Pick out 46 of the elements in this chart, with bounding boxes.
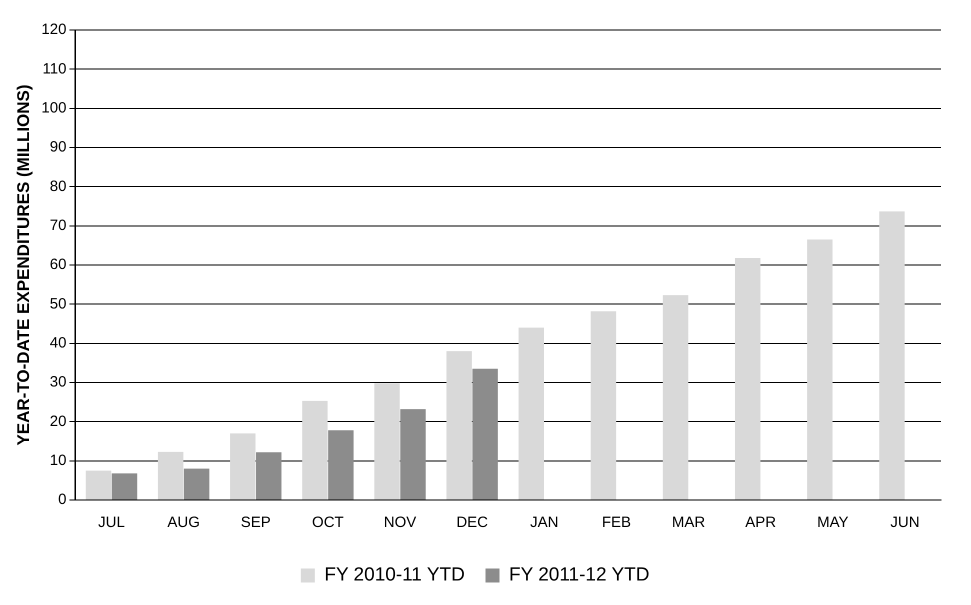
x-tick-label: JUN bbox=[890, 514, 920, 532]
y-tick-label: 80 bbox=[50, 178, 66, 195]
y-tick-label: 10 bbox=[50, 452, 66, 469]
legend-label: FY 2010-11 YTD bbox=[324, 564, 465, 586]
bar bbox=[662, 295, 688, 500]
y-tick-label: 40 bbox=[50, 334, 66, 352]
bar bbox=[879, 211, 905, 500]
bar bbox=[518, 328, 544, 500]
x-tick-label: JUL bbox=[98, 514, 125, 532]
bar bbox=[302, 400, 328, 500]
bar bbox=[86, 470, 112, 500]
y-tick-label: 120 bbox=[41, 21, 66, 38]
bar bbox=[590, 311, 616, 500]
bar bbox=[230, 433, 256, 500]
y-axis-title: YEAR-TO-DATE EXPENDITURES (MILLIONS) bbox=[14, 84, 33, 446]
x-tick-label: FEB bbox=[602, 514, 632, 532]
bar bbox=[807, 240, 833, 500]
y-tick-label: 60 bbox=[50, 256, 66, 274]
bar bbox=[400, 409, 426, 500]
y-tick-label: 70 bbox=[50, 216, 66, 234]
bar bbox=[328, 430, 354, 500]
bar bbox=[374, 383, 400, 500]
bar bbox=[184, 468, 210, 500]
x-tick-label: MAY bbox=[817, 514, 849, 532]
x-tick-label: AUG bbox=[167, 514, 200, 532]
bar bbox=[112, 473, 138, 500]
y-tick-label: 0 bbox=[58, 491, 66, 508]
x-tick-label: APR bbox=[745, 514, 776, 532]
bar bbox=[158, 452, 184, 500]
x-tick-label: MAR bbox=[672, 514, 706, 532]
y-tick-label: 100 bbox=[41, 99, 66, 116]
x-tick-label: OCT bbox=[312, 514, 344, 532]
y-tick-label: 30 bbox=[50, 374, 66, 391]
x-tick-label: JAN bbox=[530, 514, 558, 532]
x-tick-label: SEP bbox=[240, 514, 271, 532]
x-tick-label: DEC bbox=[456, 514, 488, 532]
bar bbox=[256, 452, 282, 500]
y-tick-label: 110 bbox=[42, 60, 66, 78]
y-tick-label: 90 bbox=[50, 138, 66, 156]
y-tick-label: 50 bbox=[50, 295, 66, 312]
x-tick-label: NOV bbox=[384, 514, 416, 532]
legend-label: FY 2011-12 YTD bbox=[509, 564, 650, 586]
bar bbox=[734, 258, 760, 500]
y-tick-label: 20 bbox=[50, 412, 66, 430]
bar bbox=[472, 368, 498, 500]
bar bbox=[446, 351, 472, 500]
